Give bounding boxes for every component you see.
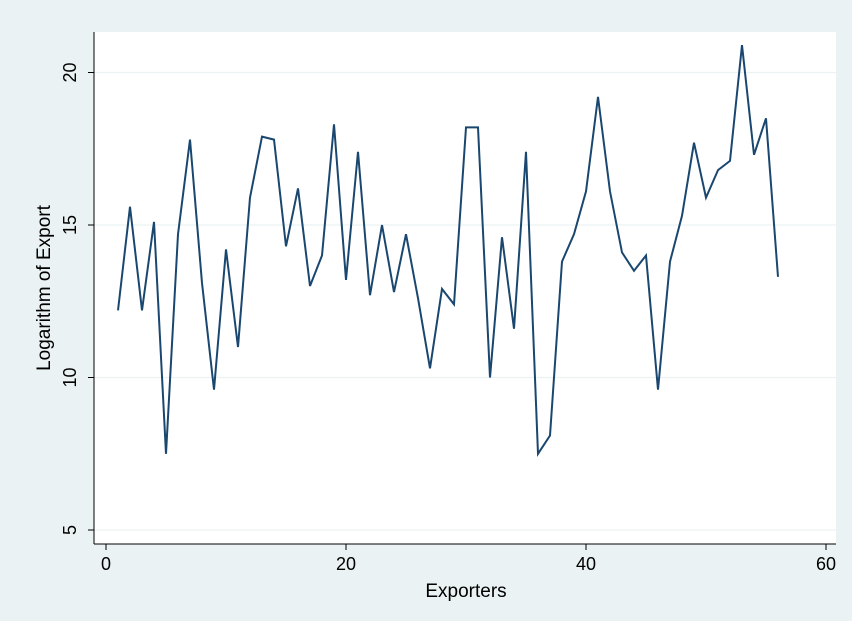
x-ticks: 0 20 40 60 — [101, 544, 836, 574]
plot-area — [94, 32, 836, 544]
y-tick-label: 20 — [60, 62, 80, 82]
series-group — [117, 44, 779, 457]
y-ticks: 5 10 15 20 — [60, 62, 94, 535]
x-tick-label: 20 — [336, 554, 356, 574]
series-line — [117, 44, 779, 457]
y-tick-label: 10 — [60, 367, 80, 387]
axes — [93, 32, 836, 545]
x-axis-label: Exporters — [425, 581, 506, 602]
y-tick-label: 5 — [60, 525, 80, 535]
x-tick-label: 40 — [576, 554, 596, 574]
y-tick-label: 15 — [60, 215, 80, 235]
x-tick-label: 60 — [816, 554, 836, 574]
x-tick-label: 0 — [101, 554, 111, 574]
gridlines — [94, 71, 836, 531]
y-axis-label: Logarithm of Export — [34, 204, 55, 371]
